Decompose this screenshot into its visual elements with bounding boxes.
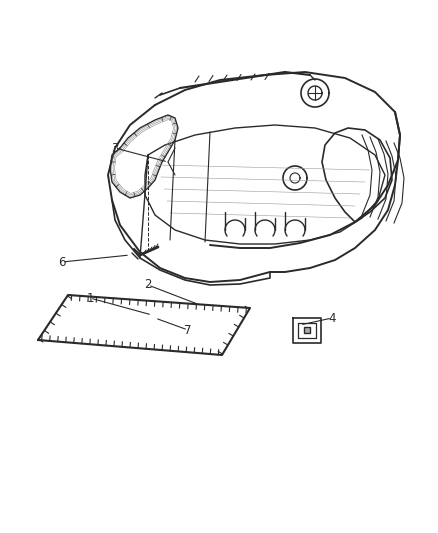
Text: 3: 3 <box>111 141 119 155</box>
Text: 7: 7 <box>184 324 192 336</box>
Text: 4: 4 <box>328 311 336 325</box>
Text: 2: 2 <box>144 279 152 292</box>
Text: 1: 1 <box>86 292 94 304</box>
Text: 6: 6 <box>58 255 66 269</box>
